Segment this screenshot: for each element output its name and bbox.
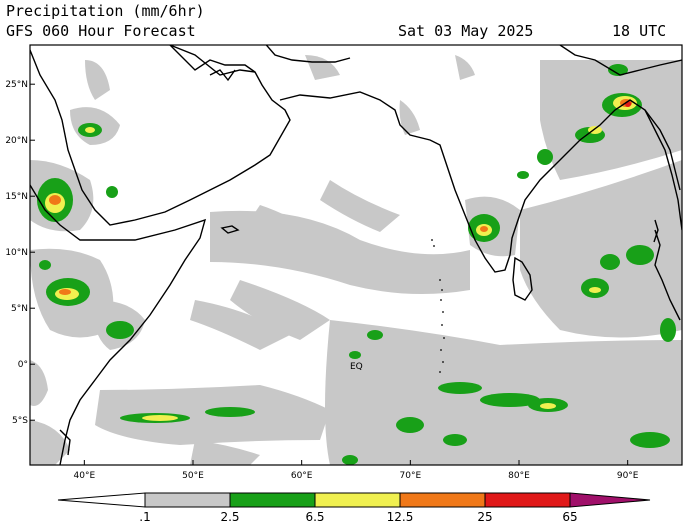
island-dots [431, 239, 445, 373]
precipitation-field [30, 55, 682, 465]
lon-tick-label: 70°E [400, 471, 422, 481]
lon-tick-label: 50°E [182, 471, 204, 481]
map-title: Precipitation (mm/6hr) [6, 2, 205, 20]
colorbar-label: 6.5 [305, 510, 324, 524]
coastlines [30, 45, 682, 465]
colorbar: .1 2.5 6.5 12.5 25 65 [57, 492, 651, 524]
lat-tick-label: 25°N [5, 80, 28, 90]
colorbar-labels: .1 2.5 6.5 12.5 25 65 [139, 510, 577, 524]
equator-label: EQ [350, 362, 363, 372]
colorbar-label: 65 [562, 510, 577, 524]
colorbar-min-arrow [57, 492, 146, 508]
lat-tick-label: 5°S [12, 416, 28, 426]
longitude-ticks: 40°E 50°E 60°E 70°E 80°E 90°E [74, 460, 639, 481]
lat-tick-label: 0° [18, 360, 28, 370]
lon-tick-label: 40°E [74, 471, 96, 481]
map-frame [29, 44, 683, 466]
light-precip-areas [30, 55, 682, 465]
lon-tick-label: 90°E [617, 471, 639, 481]
colorbar-segment [314, 492, 401, 508]
valid-date: Sat 03 May 2025 [398, 22, 534, 40]
latitude-ticks: 25°N 20°N 15°N 10°N 5°N 0° 5°S [5, 80, 35, 426]
colorbar-label: 2.5 [220, 510, 239, 524]
lon-tick-label: 60°E [291, 471, 313, 481]
valid-time: 18 UTC [612, 22, 667, 40]
colorbar-segment [484, 492, 571, 508]
lat-tick-label: 20°N [5, 136, 28, 146]
lat-tick-label: 10°N [5, 248, 28, 258]
lon-tick-label: 80°E [508, 471, 530, 481]
colorbar-segment [144, 492, 231, 508]
colorbar-segment [229, 492, 316, 508]
colorbar-label: 12.5 [387, 510, 414, 524]
colorbar-label: .1 [139, 510, 150, 524]
colorbar-segment [399, 492, 486, 508]
lat-tick-label: 5°N [11, 304, 28, 314]
colorbar-label: 25 [477, 510, 492, 524]
lat-tick-label: 15°N [5, 192, 28, 202]
colorbar-segments [144, 492, 571, 508]
forecast-label: GFS 060 Hour Forecast [6, 22, 196, 40]
colorbar-max-arrow [569, 492, 651, 508]
